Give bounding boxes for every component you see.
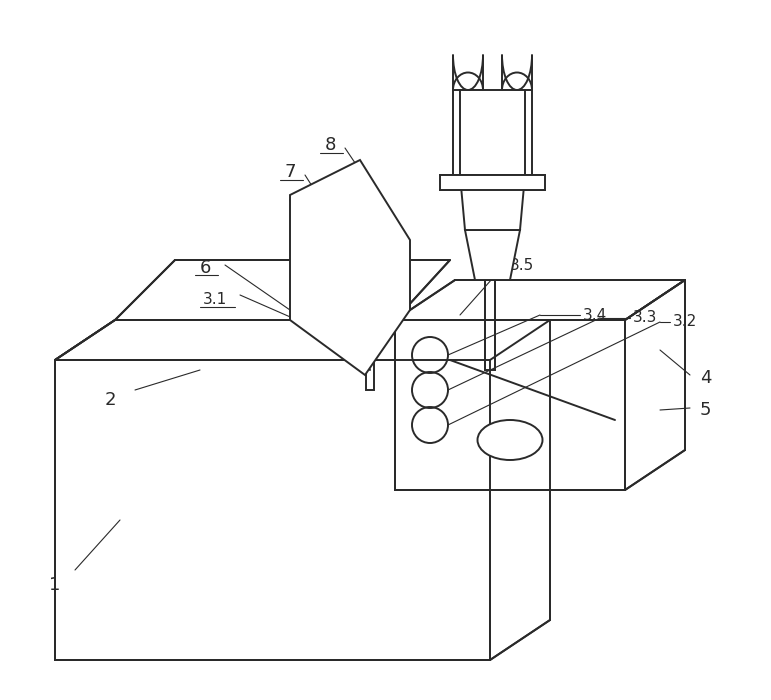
Polygon shape (440, 175, 545, 190)
Polygon shape (366, 240, 374, 390)
Text: 6: 6 (200, 259, 210, 277)
Text: 7: 7 (284, 163, 296, 181)
Text: 1: 1 (49, 576, 61, 594)
Polygon shape (460, 175, 525, 230)
Text: 3.3: 3.3 (633, 311, 658, 326)
Text: 4: 4 (700, 369, 712, 387)
Text: 3.4: 3.4 (583, 307, 608, 323)
Polygon shape (485, 110, 495, 370)
Polygon shape (490, 320, 550, 660)
Polygon shape (460, 90, 525, 175)
Text: 3.1: 3.1 (203, 293, 227, 307)
Polygon shape (55, 320, 395, 360)
Text: 5: 5 (700, 401, 712, 419)
Text: 3.5: 3.5 (510, 258, 534, 272)
Polygon shape (465, 230, 520, 280)
Text: 2: 2 (104, 391, 116, 409)
Polygon shape (115, 260, 450, 320)
Polygon shape (395, 320, 625, 490)
Text: 3.2: 3.2 (673, 314, 697, 330)
Polygon shape (625, 280, 685, 490)
Polygon shape (55, 320, 550, 360)
Polygon shape (395, 280, 685, 320)
Ellipse shape (477, 420, 543, 460)
Text: 8: 8 (325, 136, 335, 154)
Polygon shape (55, 360, 490, 660)
Polygon shape (290, 160, 410, 375)
